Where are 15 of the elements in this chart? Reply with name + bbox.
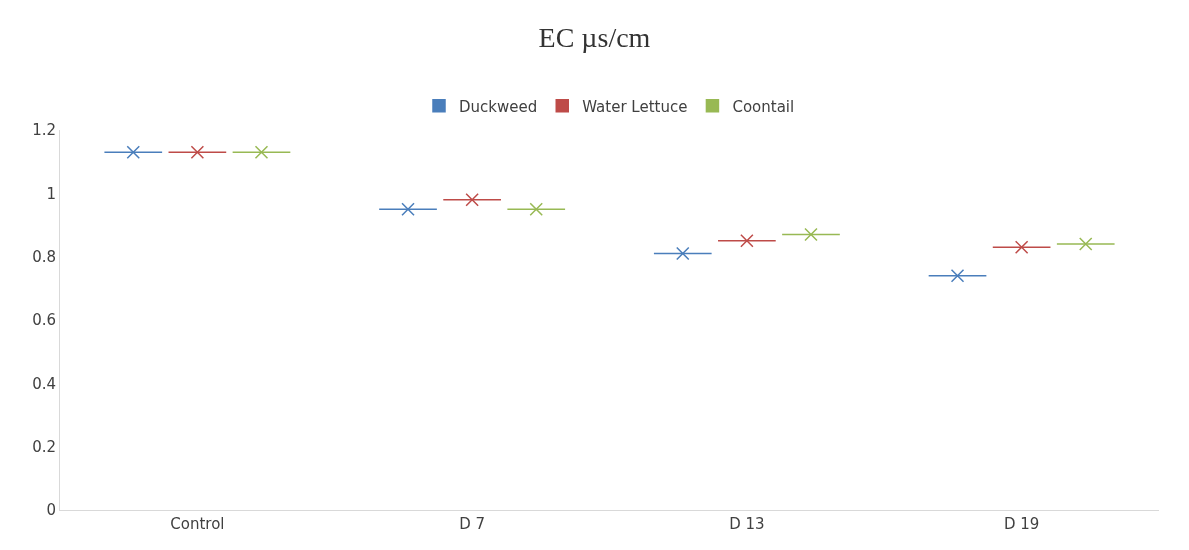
x-tick-label: D 19 bbox=[1003, 515, 1040, 533]
x-tick-label: D 7 bbox=[459, 515, 486, 533]
legend-label: Coontail bbox=[732, 97, 795, 116]
legend-label: Duckweed bbox=[459, 97, 538, 116]
y-tick-label: 0.8 bbox=[32, 247, 56, 266]
y-tick-label: 1 bbox=[46, 184, 56, 203]
x-tick-label: D 13 bbox=[729, 515, 765, 533]
x-tick-label: Control bbox=[170, 515, 225, 533]
y-tick-label: 0.4 bbox=[32, 374, 56, 393]
y-tick-label: 0.6 bbox=[32, 311, 56, 330]
y-tick-label: 0 bbox=[46, 501, 56, 520]
y-tick-label: 1.2 bbox=[32, 121, 56, 140]
legend-label: Water Lettuce bbox=[582, 97, 688, 116]
chart-title: EC µs/cm bbox=[538, 22, 651, 54]
y-tick-label: 0.2 bbox=[32, 437, 56, 456]
